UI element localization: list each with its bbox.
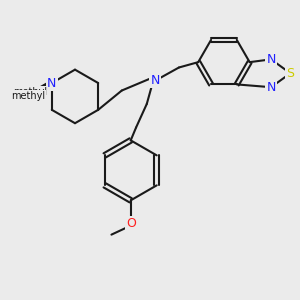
Text: methyl: methyl [11, 91, 45, 101]
Text: N: N [266, 81, 276, 94]
Text: N: N [266, 53, 276, 66]
Text: methyl: methyl [13, 87, 47, 97]
Text: N: N [151, 74, 160, 87]
Text: N: N [47, 76, 56, 89]
Text: O: O [126, 218, 136, 230]
Text: S: S [286, 67, 294, 80]
